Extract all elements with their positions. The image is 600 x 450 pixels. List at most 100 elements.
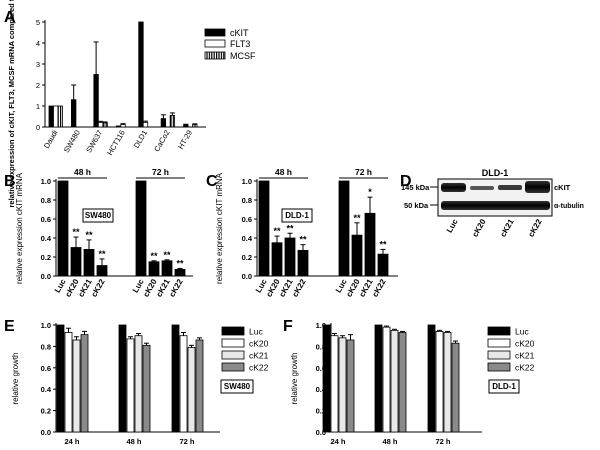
c-sig-label: ** xyxy=(273,226,281,236)
c-group-label: 72 h xyxy=(355,167,372,177)
f-legend-swatch-luc xyxy=(487,326,511,336)
a-y-tick-label: 2 xyxy=(36,81,40,90)
f-y-tick-label: 0.6 xyxy=(316,364,326,373)
a-y-axis-label: relative expression of cKIT, FLT3, MCSF … xyxy=(7,0,16,208)
e-legend-swatch-ck20 xyxy=(221,338,245,348)
c-bar xyxy=(271,242,283,277)
a-bar-mcsf xyxy=(192,124,198,128)
legend-a-label-mcsf: MCSF xyxy=(230,51,256,61)
f-x-tick-label: 24 h xyxy=(330,437,345,446)
a-y-tick-label: 4 xyxy=(36,39,40,48)
e-bar-ck22 xyxy=(80,334,89,433)
blot-lane-ck20: cK20 xyxy=(470,217,488,239)
b-cell-line-label: SW480 xyxy=(85,211,112,220)
a-bar-mcsf xyxy=(169,115,176,128)
f-bar-ck21 xyxy=(338,337,347,433)
b-sig-label: ** xyxy=(85,230,93,240)
blot-band-ckit-luc xyxy=(441,183,466,192)
legend-a: cKIT FLT3 MCSF xyxy=(204,28,256,61)
c-bar xyxy=(258,180,270,277)
b-bar xyxy=(135,180,147,277)
c-bar xyxy=(351,234,363,277)
c-cell-line-label: DLD-1 xyxy=(285,211,309,220)
e-y-tick-label: 0.2 xyxy=(41,407,51,416)
a-bar-ckit xyxy=(93,74,99,128)
chart-b: 0.0 0.2 0.4 0.6 0.8 1.0 relative expression cK… xyxy=(15,167,193,299)
legend-a-swatch-flt3 xyxy=(204,39,226,48)
blot-title: DLD-1 xyxy=(482,168,509,178)
b-bar xyxy=(161,260,173,277)
f-legend-swatch-ck22 xyxy=(487,362,511,372)
chart-f: 0.0 0.2 0.4 0.6 0.8 1.0 relative growth 24 h 48 … xyxy=(290,321,535,446)
a-y-tick-label: 3 xyxy=(36,60,40,69)
c-bar xyxy=(338,180,350,277)
b-y-tick-label: 0.2 xyxy=(41,253,51,262)
e-bar-ck20 xyxy=(64,332,73,433)
f-bar-luc xyxy=(322,324,331,433)
a-bar-flt3 xyxy=(53,105,59,128)
c-bar xyxy=(377,253,389,277)
e-x-tick-label: 72 h xyxy=(179,437,194,446)
f-bar-ck21 xyxy=(390,329,399,433)
blot-lane-luc: Luc xyxy=(445,217,460,234)
f-bar-ck22 xyxy=(451,342,460,433)
b-sig-label: ** xyxy=(150,251,158,261)
f-legend-label-luc: Luc xyxy=(515,327,529,337)
f-cell-line-box xyxy=(488,379,520,394)
western-blot: DLD-1 145 kDa 50 kDa cKIT α-tubulin Luc … xyxy=(401,168,584,239)
e-bar-ck20 xyxy=(126,338,135,433)
a-x-tick-label: HT-29 xyxy=(176,129,194,151)
a-y-tick-label: 5 xyxy=(36,18,40,27)
chart-a: 0 1 2 3 4 5 relative expression of cKIT, FLT3,… xyxy=(7,0,206,208)
f-y-tick-label: 0.8 xyxy=(316,342,326,351)
a-x-tick-label: HCT116 xyxy=(105,129,126,157)
a-bar-ckit xyxy=(160,118,167,128)
panel-letter-a: A xyxy=(4,9,16,26)
e-bar-luc xyxy=(118,324,127,433)
c-y-tick-label: 0.2 xyxy=(242,253,252,262)
panel-letter-c: C xyxy=(206,173,218,190)
blot-marker-145: 145 kDa xyxy=(401,183,430,192)
blot-band-label-tubulin: α-tubulin xyxy=(554,203,584,210)
b-y-tick-label: 1.0 xyxy=(41,177,51,186)
b-cell-line-box xyxy=(82,208,114,223)
f-x-tick-label: 72 h xyxy=(435,437,450,446)
b-bar xyxy=(70,247,82,277)
panel-letter-d: D xyxy=(400,173,412,190)
e-legend-label-luc: Luc xyxy=(249,327,263,337)
blot-band-label-ckit: cKIT xyxy=(554,183,571,192)
blot-marker-50: 50 kDa xyxy=(404,201,429,210)
e-bar-ck21 xyxy=(134,335,143,433)
legend-a-swatch-mcsf xyxy=(204,51,226,60)
f-legend-label-ck21: cK21 xyxy=(515,351,535,361)
panel-letter-b: B xyxy=(4,173,16,190)
c-sig-label: ** xyxy=(379,239,387,249)
e-y-tick-label: 1.0 xyxy=(41,321,51,330)
e-y-axis-label: relative growth xyxy=(11,352,20,404)
e-legend-label-ck20: cK20 xyxy=(249,339,269,349)
a-y-tick-label: 0 xyxy=(36,123,40,132)
c-bar xyxy=(364,212,376,277)
b-x-tick-label: cK22 xyxy=(89,277,107,299)
blot-band-ckit-ck21 xyxy=(498,185,522,190)
blot-band-ckit-ck20 xyxy=(470,186,494,190)
f-bar-ck20 xyxy=(435,331,444,433)
f-legend-swatch-ck20 xyxy=(487,338,511,348)
b-sig-label: ** xyxy=(176,258,184,268)
e-bar-ck22 xyxy=(142,344,151,433)
e-y-tick-label: 0.8 xyxy=(41,342,51,351)
c-sig-label: * xyxy=(368,187,372,197)
blot-lane-ck21: cK21 xyxy=(498,217,516,239)
c-y-tick-label: 0.4 xyxy=(242,234,253,243)
c-y-tick-label: 0.8 xyxy=(242,196,252,205)
c-y-tick-label: 1.0 xyxy=(242,177,252,186)
f-y-tick-label: 0.2 xyxy=(316,407,326,416)
a-bar-mcsf xyxy=(102,122,108,128)
f-bar-luc xyxy=(427,324,436,433)
f-cell-line-label: DLD-1 xyxy=(492,382,516,391)
f-bar-ck22 xyxy=(346,339,355,433)
c-x-tick-label: cK22 xyxy=(290,277,308,299)
e-bar-luc xyxy=(56,324,65,433)
e-cell-line-label: SW480 xyxy=(224,382,251,391)
e-bar-luc xyxy=(171,324,180,433)
